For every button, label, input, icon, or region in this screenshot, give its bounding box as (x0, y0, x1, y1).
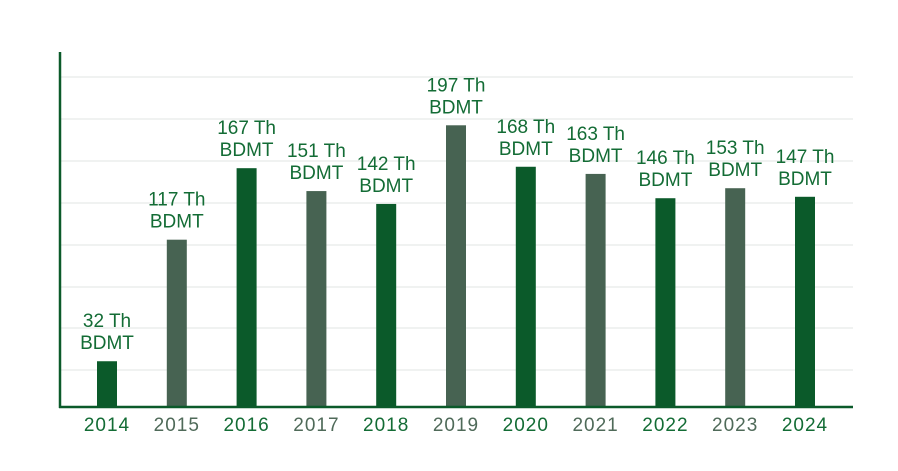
x-tick-label-2022: 2022 (642, 415, 688, 436)
bar-2014 (97, 361, 117, 407)
data-label-line: 32 Th (83, 311, 131, 332)
data-label-2017: 151 Th BDMT (287, 141, 346, 184)
data-label-line: BDMT (499, 139, 553, 160)
bar-2020 (515, 166, 536, 407)
data-label-2020: 168 Th BDMT (496, 117, 555, 160)
x-tick-label-2015: 2015 (154, 415, 200, 436)
bar-2015 (166, 239, 187, 407)
data-label-2014: 32 Th BDMT (80, 311, 134, 354)
data-label-line: 117 Th (148, 190, 205, 211)
data-label-line: BDMT (708, 160, 762, 181)
bar-2023 (725, 188, 746, 407)
x-tick-label-2024: 2024 (782, 415, 828, 436)
data-label-line: BDMT (359, 176, 413, 197)
bar-2019 (446, 125, 466, 407)
data-label-line: 163 Th (566, 124, 625, 145)
x-tick-label-2014: 2014 (84, 415, 130, 436)
data-label-2019: 197 Th BDMT (427, 75, 486, 118)
data-label-2018: 142 Th BDMT (357, 154, 416, 197)
data-label-line: BDMT (220, 140, 274, 161)
data-label-line: 168 Th (496, 117, 555, 138)
data-label-2024: 147 Th BDMT (776, 147, 835, 190)
data-label-line: BDMT (778, 169, 832, 190)
data-label-line: BDMT (569, 146, 623, 167)
data-label-line: 146 Th (636, 148, 695, 169)
data-label-line: 153 Th (706, 138, 765, 159)
data-label-line: 167 Th (217, 118, 276, 139)
x-tick-label-2020: 2020 (503, 415, 549, 436)
data-label-2016: 167 Th BDMT (217, 118, 276, 161)
data-label-2023: 153 Th BDMT (706, 138, 765, 181)
data-label-line: 142 Th (357, 154, 416, 175)
x-tick-label-2018: 2018 (363, 415, 409, 436)
data-label-line: BDMT (638, 170, 692, 191)
bar-2017 (306, 191, 327, 407)
data-label-2021: 163 Th BDMT (566, 124, 625, 167)
x-tick-label-2017: 2017 (293, 415, 339, 436)
x-tick-label-2019: 2019 (433, 415, 479, 436)
data-label-line: BDMT (429, 97, 483, 118)
x-tick-label-2023: 2023 (712, 415, 758, 436)
x-axis-tick-labels: 2014 2015 2016 2017 2018 2019 2020 2021 2022 2023… (84, 415, 828, 436)
bar-2016 (236, 168, 257, 407)
x-tick-label-2016: 2016 (223, 415, 269, 436)
bars (97, 125, 815, 407)
bar-2022 (655, 198, 676, 407)
data-label-line: 151 Th (287, 141, 346, 162)
bar-2024 (795, 196, 815, 407)
x-tick-label-2021: 2021 (572, 415, 618, 436)
bar-2018 (376, 203, 397, 407)
data-label-line: BDMT (150, 212, 204, 233)
data-label-line: 147 Th (776, 147, 835, 168)
data-label-line: BDMT (80, 333, 134, 354)
data-label-2015: 117 Th BDMT (148, 190, 205, 233)
data-label-2022: 146 Th BDMT (636, 148, 695, 191)
data-label-line: 197 Th (427, 75, 486, 96)
bar-2021 (585, 173, 606, 407)
data-label-line: BDMT (289, 163, 343, 184)
